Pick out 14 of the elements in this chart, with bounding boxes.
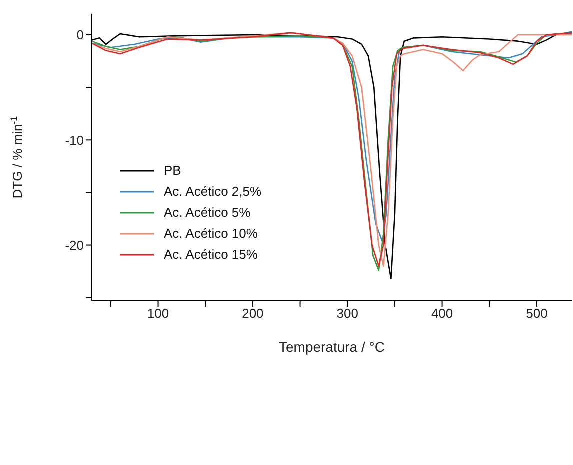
y-tick-label: 0 xyxy=(76,28,84,43)
legend-label: PB xyxy=(164,163,182,178)
y-tick-label: -20 xyxy=(65,238,84,253)
x-tick-label: 400 xyxy=(431,306,454,322)
legend-label: Ac. Acético 5% xyxy=(164,205,251,220)
y-tick-label: -10 xyxy=(65,132,84,148)
x-tick-label: 500 xyxy=(526,306,548,322)
legend-label: Ac. Acético 10% xyxy=(164,226,258,241)
x-tick-label: 300 xyxy=(336,306,358,322)
x-tick-label: 100 xyxy=(147,306,170,322)
x-axis-title: Temperatura / °C xyxy=(279,339,385,355)
x-tick-label: 200 xyxy=(242,306,264,322)
legend-label: Ac. Acético 2,5% xyxy=(164,184,262,199)
legend-label: Ac. Acético 15% xyxy=(164,247,258,262)
